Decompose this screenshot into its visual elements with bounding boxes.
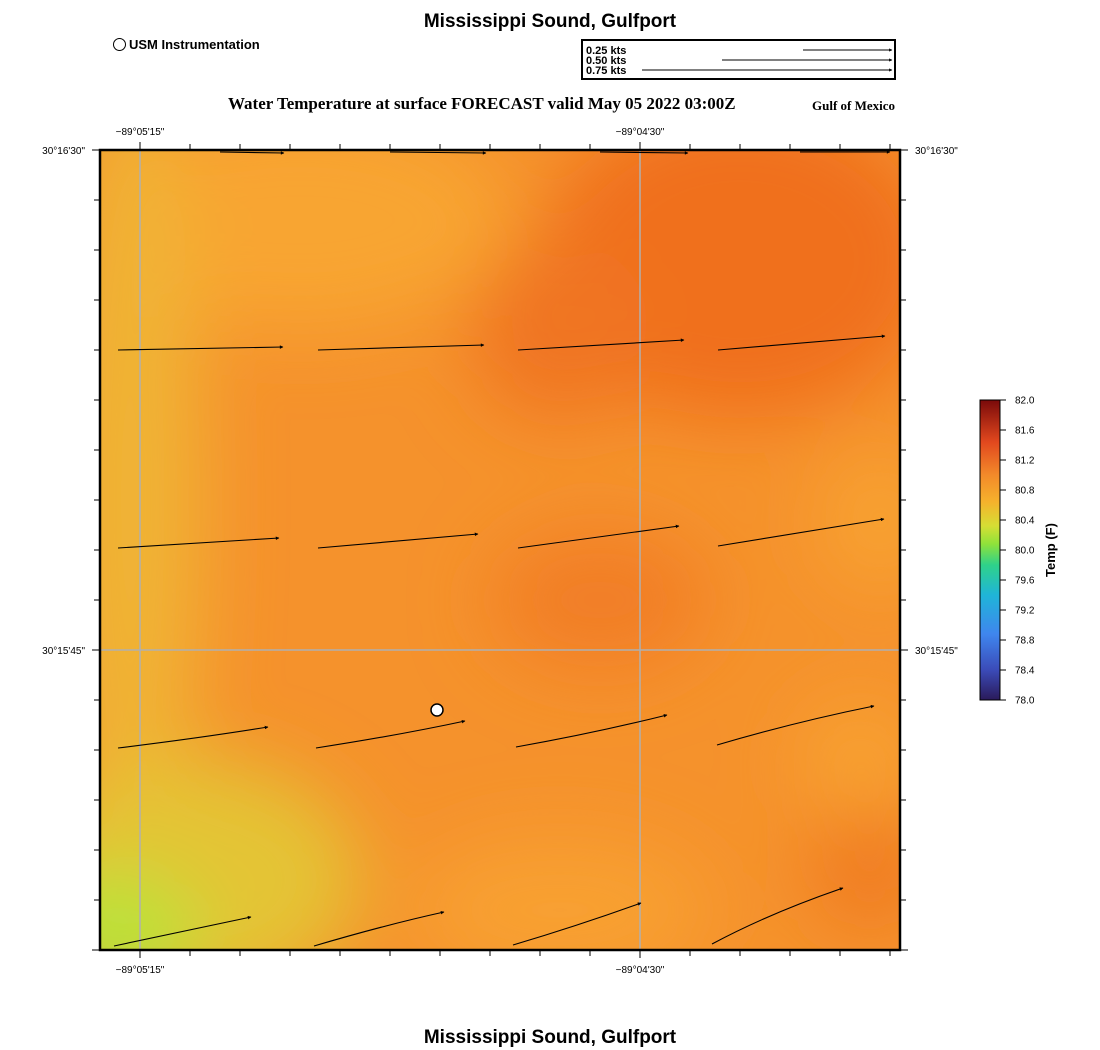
vector-legend: 0.25 kts 0.50 kts 0.75 kts [581, 39, 896, 80]
colorbar-tick-label: 78.8 [1015, 636, 1035, 647]
current-vector [716, 704, 875, 746]
colorbar-tick-label: 79.2 [1015, 606, 1035, 617]
lat-label-left: 30°16'30" [42, 146, 85, 157]
current-vector [113, 915, 252, 947]
colorbar-tick-label: 81.6 [1015, 426, 1035, 437]
colorbar-tick-label: 82.0 [1015, 396, 1035, 407]
map-footer-title: Mississippi Sound, Gulfport [423, 1027, 677, 1048]
current-vector [315, 719, 466, 749]
colorbar: 82.0 81.6 81.2 80.8 80.4 80.0 79.6 79.2 78.8 78.4… [979, 396, 1058, 707]
vector-legend-label: 0.25 kts [586, 45, 626, 57]
current-vector [711, 887, 844, 945]
current-vector [717, 334, 886, 351]
colorbar-tick-label: 79.6 [1015, 576, 1035, 587]
current-vectors [113, 150, 891, 947]
lon-label-top: −89°05'15" [116, 127, 165, 138]
map-subtitle: Water Temperature at surface FORECAST va… [228, 94, 736, 113]
colorbar-tick-label: 80.4 [1015, 516, 1035, 527]
current-vector [219, 151, 285, 155]
station-marker-icon[interactable] [430, 703, 444, 717]
colorbar-tick-label: 81.2 [1015, 456, 1035, 467]
current-vector [313, 910, 445, 947]
map-title: Mississippi Sound, Gulfport [423, 11, 677, 32]
current-vector [599, 151, 689, 155]
current-vector [117, 536, 280, 549]
graticule [100, 150, 900, 950]
colorbar-tick-label: 80.8 [1015, 486, 1035, 497]
current-vector [117, 345, 284, 351]
current-vector [117, 725, 269, 749]
colorbar-title: Temp (F) [1043, 523, 1058, 577]
station-legend-label: USM Instrumentation [129, 37, 260, 52]
colorbar-tick-label: 78.4 [1015, 666, 1035, 677]
lon-label-bottom: −89°04'30" [616, 965, 665, 976]
current-vector [517, 338, 685, 351]
current-vector [515, 714, 668, 748]
colorbar-gradient [979, 399, 1001, 701]
current-vector [512, 902, 642, 946]
lon-label-top: −89°04'30" [616, 127, 665, 138]
vector-legend-label: 0.50 kts [586, 55, 626, 67]
vector-legend-label: 0.75 kts [586, 65, 626, 77]
current-vector [317, 532, 479, 549]
map-frame [92, 142, 908, 958]
current-vector [389, 151, 487, 155]
station-legend: USM Instrumentation [113, 37, 260, 52]
axis-labels: −89°05'15" −89°04'30" −89°05'15" −89°04'… [42, 127, 958, 976]
current-vector [717, 517, 885, 547]
lat-label-right: 30°16'30" [915, 146, 958, 157]
lat-label-left: 30°15'45" [42, 646, 85, 657]
lat-label-right: 30°15'45" [915, 646, 958, 657]
colorbar-tick-label: 80.0 [1015, 546, 1035, 557]
region-label: Gulf of Mexico [812, 98, 896, 113]
colorbar-tick-label: 78.0 [1015, 696, 1035, 707]
temperature-field [100, 150, 900, 950]
current-vector [517, 524, 680, 549]
station-marker-icon [113, 38, 126, 51]
current-vector [317, 343, 485, 351]
lon-label-bottom: −89°05'15" [116, 965, 165, 976]
